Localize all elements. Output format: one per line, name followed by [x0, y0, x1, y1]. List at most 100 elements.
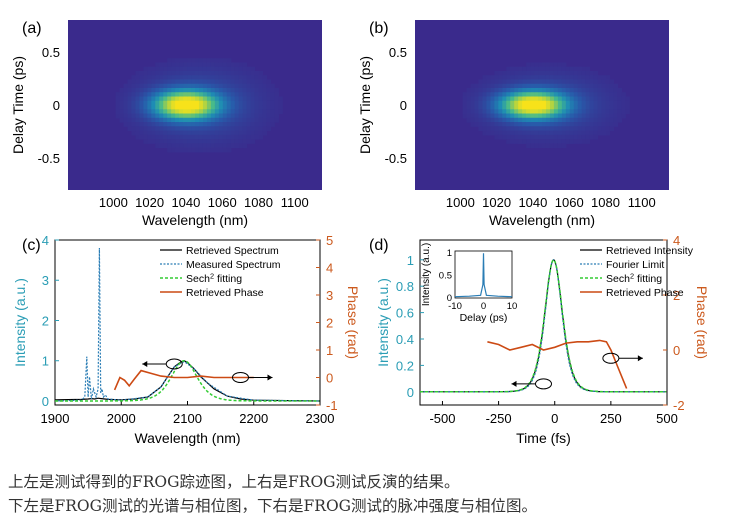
heatmap-cell [226, 130, 232, 136]
heatmap-cell [534, 105, 539, 110]
heatmap-cell [474, 113, 480, 119]
heatmap-cell [526, 62, 531, 68]
heatmap-cells [115, 58, 283, 153]
heatmap-cell [542, 75, 547, 81]
heatmap-cell [175, 58, 180, 64]
heatmap-cell [518, 126, 523, 132]
heatmap-cell [506, 130, 511, 136]
heatmap-cell [262, 92, 268, 98]
heatmap-cell [195, 75, 200, 81]
heatmap-cell [510, 83, 515, 89]
heatmap-cell [518, 122, 523, 127]
heatmap-cell [195, 96, 200, 102]
heatmap-cell [155, 143, 160, 149]
heatmap-cell [226, 139, 232, 144]
heatmap-cell [573, 134, 579, 140]
heatmap-cell [470, 92, 476, 98]
heatmap-cell [238, 96, 244, 102]
heatmap-cell [198, 75, 204, 81]
heatmap-cell [230, 143, 236, 149]
heatmap-cell [522, 71, 527, 76]
legend-label: Retrieved Phase [606, 287, 684, 299]
heatmap-cell [462, 105, 468, 110]
heatmap-cell [474, 83, 480, 89]
heatmap-cell [462, 96, 468, 102]
heatmap-cell [530, 113, 535, 119]
x-tick-label: 250 [600, 411, 622, 426]
heatmap-cell [123, 83, 129, 89]
heatmap-cell [553, 66, 559, 72]
heatmap-cell [530, 122, 535, 127]
heatmap-cell [226, 66, 232, 72]
heatmap-cell [573, 75, 579, 81]
heatmap-cell [175, 92, 180, 98]
heatmap-cell [494, 126, 499, 132]
heatmap-cell [545, 71, 551, 76]
heatmap-cell [123, 113, 129, 119]
heatmap-cell [155, 126, 160, 132]
heatmap-cell [625, 109, 630, 115]
heatmap-cell [210, 143, 216, 149]
heatmap-cell [518, 100, 523, 106]
heatmap-cell [262, 105, 268, 110]
heatmap-cell [151, 83, 156, 89]
heatmap-cell [222, 134, 228, 140]
heatmap-cell [262, 130, 268, 136]
heatmap-cell [514, 66, 519, 72]
heatmap-cell [206, 92, 212, 98]
heatmap-cell [534, 130, 539, 136]
heatmap-cell [486, 92, 492, 98]
heatmap-cell [242, 96, 248, 102]
heatmap-cell [183, 130, 188, 136]
heatmap-cell [131, 92, 137, 98]
heatmap-cell [601, 88, 607, 93]
heatmap-cell [274, 117, 279, 123]
heatmap-cell [553, 122, 559, 127]
heatmap-cell [230, 96, 236, 102]
heatmap-cell [151, 100, 156, 106]
heatmap-cell [191, 79, 196, 85]
heatmap-cell [143, 83, 148, 89]
heatmap-cell [601, 100, 607, 106]
heatmap-cell [601, 83, 607, 89]
heatmap-cell [502, 79, 507, 85]
heatmap-cell [522, 113, 527, 119]
heatmap-cell [127, 92, 133, 98]
heatmap-cell [605, 105, 611, 110]
heatmap-cell [542, 92, 547, 98]
heatmap-cell [206, 117, 212, 123]
heatmap-cell [155, 117, 160, 123]
heatmap-cell [214, 105, 220, 110]
heatmap-cell [470, 117, 476, 123]
heatmap-cell [183, 88, 188, 93]
x-tick-label: 1020 [482, 195, 511, 210]
x-tick-label: 1000 [99, 195, 128, 210]
heatmap-cell [573, 92, 579, 98]
heatmap-cell [234, 100, 240, 106]
heatmap-cell [254, 92, 260, 98]
heatmap-cell [198, 62, 204, 68]
heatmap-cell [246, 126, 252, 132]
heatmap-cell [589, 100, 595, 106]
heatmap-cell [234, 126, 240, 132]
heatmap-cell [534, 122, 539, 127]
heatmap-cell [195, 147, 200, 153]
heatmap-cell [526, 96, 531, 102]
x-tick-label: 1040 [171, 195, 200, 210]
heatmap-cell [258, 126, 264, 132]
y-tick-label: 0 [53, 98, 60, 113]
heatmap-cell [222, 83, 228, 89]
heatmap-cell [230, 122, 236, 127]
heatmap-cell [553, 62, 559, 68]
heatmap-cell [127, 117, 133, 123]
y-tick-label: -0.5 [385, 151, 407, 166]
heatmap-cell [621, 113, 626, 119]
heatmap-cell [226, 83, 232, 89]
heatmap-cell [262, 113, 268, 119]
heatmap-cell [490, 88, 495, 93]
heatmap-cell [514, 88, 519, 93]
heatmap-cell [506, 100, 511, 106]
heatmap-cell [506, 117, 511, 123]
heatmap-cell [147, 139, 152, 144]
heatmap-cell [131, 96, 137, 102]
